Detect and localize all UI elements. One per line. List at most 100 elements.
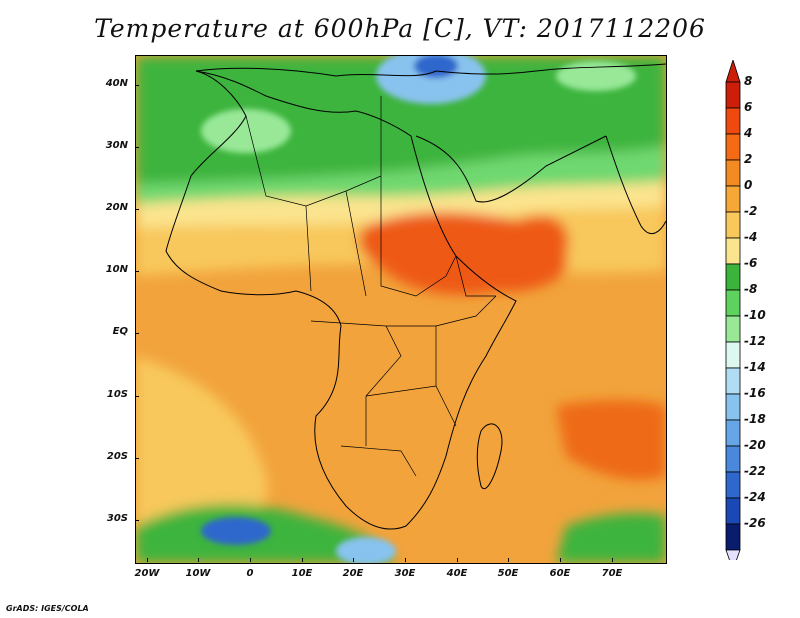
- border-sahel: [305, 176, 457, 297]
- colorbar-label: 2: [744, 152, 753, 166]
- lat-label: 20N: [105, 202, 128, 213]
- field-green-se: [556, 513, 666, 563]
- border-sahara: [245, 96, 382, 207]
- coastlines: [165, 63, 666, 530]
- lon-label: 20W: [134, 568, 160, 579]
- lon-label: 50E: [497, 568, 519, 579]
- colorbar-label: -12: [744, 334, 766, 348]
- colorbar-segment: [725, 393, 741, 421]
- lat-label: 40N: [105, 78, 128, 89]
- lat-tick: [135, 85, 139, 86]
- colorbar-segment: [725, 263, 741, 291]
- colorbar-label: -20: [744, 438, 766, 452]
- field-green-north: [136, 56, 666, 184]
- temperature-map: [135, 55, 667, 564]
- colorbar-label: -16: [744, 386, 766, 400]
- field-lightgreen-cell: [201, 109, 291, 153]
- border-horn: [435, 255, 497, 327]
- colorbar-min-triangle: [725, 549, 741, 560]
- lon-tick: [508, 558, 509, 562]
- colorbar-label: -26: [744, 516, 766, 530]
- lat-label: 30S: [106, 513, 128, 524]
- lat-label: 20S: [106, 451, 128, 462]
- lat-tick: [135, 396, 139, 397]
- colorbar-label: 8: [744, 74, 753, 88]
- madagascar-coast: [476, 423, 503, 489]
- lon-tick: [147, 558, 148, 562]
- lon-tick: [405, 558, 406, 562]
- lon-label: 20E: [342, 568, 364, 579]
- colorbar-label: -18: [744, 412, 766, 426]
- colorbar-segment: [725, 289, 741, 317]
- field-cold-south: [336, 537, 396, 563]
- colorbar-max-triangle: [725, 60, 741, 83]
- field-blue-sw: [201, 517, 271, 545]
- lat-tick: [135, 209, 139, 210]
- colorbar-segment: [725, 341, 741, 369]
- colorbar-segment: [725, 159, 741, 187]
- lat-tick: [135, 271, 139, 272]
- field-east-warm: [556, 400, 666, 480]
- arabia-coast: [415, 135, 607, 203]
- field-warm-core: [358, 212, 569, 295]
- field-sw-yellow: [136, 356, 268, 526]
- field-yellow-band: [136, 181, 666, 228]
- lat-label: EQ: [112, 326, 128, 337]
- lon-label: 30E: [394, 568, 416, 579]
- lon-tick: [198, 558, 199, 562]
- colorbar-label: -6: [744, 256, 758, 270]
- colorbar-label: -4: [744, 230, 758, 244]
- colorbar-segment: [725, 471, 741, 499]
- colorbar-label: -8: [744, 282, 758, 296]
- colorbar-label: -22: [744, 464, 766, 478]
- lon-tick: [302, 558, 303, 562]
- colorbar-segment: [725, 133, 741, 161]
- lon-label: 40E: [446, 568, 468, 579]
- colorbar-segment: [725, 185, 741, 213]
- colorbar: [725, 60, 741, 560]
- india-coast: [605, 135, 666, 235]
- country-borders: [245, 96, 497, 477]
- lon-label: 0: [246, 568, 254, 579]
- field-ne-light: [556, 61, 636, 91]
- lon-tick: [612, 558, 613, 562]
- colorbar-segment: [725, 523, 741, 551]
- lon-label: 10E: [291, 568, 313, 579]
- colorbar-segment: [725, 81, 741, 109]
- colorbar-label: -24: [744, 490, 766, 504]
- field-lightgreen-band: [136, 146, 666, 204]
- lat-label: 30N: [105, 140, 128, 151]
- grads-credit: GrADS: IGES/COLA: [6, 604, 89, 613]
- lat-label: 10S: [106, 389, 128, 400]
- africa-coast: [165, 70, 517, 530]
- colorbar-segment: [725, 367, 741, 395]
- colorbar-label: 4: [744, 126, 753, 140]
- lat-tick: [135, 520, 139, 521]
- mediterranean-coast: [195, 63, 666, 77]
- colorbar-label: -14: [744, 360, 766, 374]
- lat-label: 10N: [105, 264, 128, 275]
- lon-tick: [250, 558, 251, 562]
- lon-label: 10W: [185, 568, 211, 579]
- lon-label: 70E: [601, 568, 623, 579]
- lon-tick: [457, 558, 458, 562]
- lat-tick: [135, 333, 139, 334]
- colorbar-label: 6: [744, 100, 753, 114]
- colorbar-segment: [725, 315, 741, 343]
- map-title: Temperature at 600hPa [C], VT: 201711220…: [94, 14, 706, 43]
- colorbar-label: -2: [744, 204, 758, 218]
- lon-tick: [353, 558, 354, 562]
- colorbar-segment: [725, 497, 741, 525]
- lat-tick: [135, 458, 139, 459]
- map-canvas: [136, 56, 666, 563]
- lat-tick: [135, 147, 139, 148]
- lon-label: 60E: [549, 568, 571, 579]
- colorbar-segment: [725, 211, 741, 239]
- colorbar-segment: [725, 445, 741, 473]
- field-cold-pool: [376, 56, 486, 104]
- lon-tick: [560, 558, 561, 562]
- colorbar-label: 0: [744, 178, 753, 192]
- colorbar-segment: [725, 107, 741, 135]
- colorbar-label: -10: [744, 308, 766, 322]
- colorbar-segment: [725, 419, 741, 447]
